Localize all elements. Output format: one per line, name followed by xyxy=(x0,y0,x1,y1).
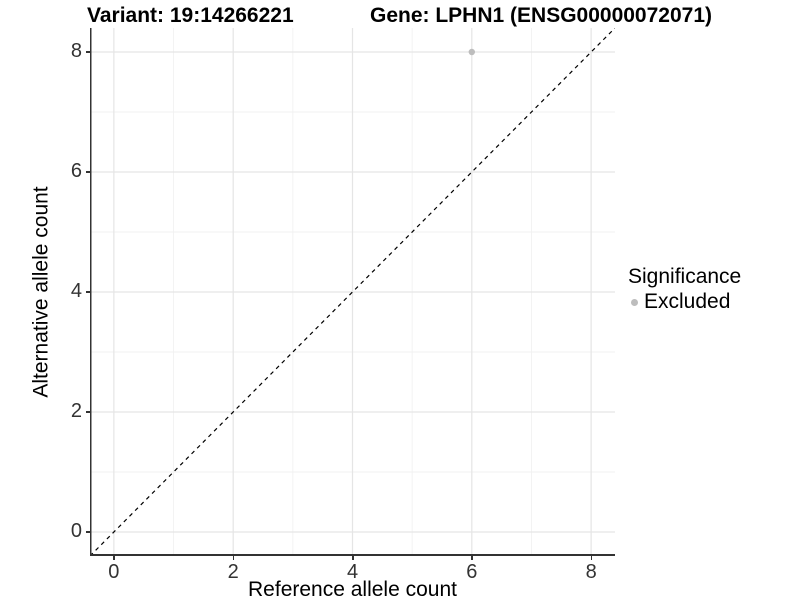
x-tick-label: 4 xyxy=(346,561,359,583)
y-tick-mark xyxy=(86,171,90,173)
legend: Significance Excluded xyxy=(628,265,741,314)
x-tick-label: 2 xyxy=(227,561,239,583)
y-tick-mark xyxy=(86,411,90,413)
y-tick-mark xyxy=(86,531,90,533)
plot-title-variant: Variant: 19:14266221 xyxy=(87,4,294,27)
x-tick-mark xyxy=(113,556,115,560)
y-tick-mark xyxy=(86,291,90,293)
y-tick-label: 8 xyxy=(70,40,82,62)
legend-item-label: Excluded xyxy=(644,290,731,313)
y-tick-label: 0 xyxy=(70,520,82,542)
legend-title: Significance xyxy=(628,265,742,288)
y-tick-label: 2 xyxy=(70,400,82,422)
data-point xyxy=(468,48,476,56)
y-tick-label: 6 xyxy=(70,160,82,182)
x-tick-mark xyxy=(352,556,354,560)
plot-panel xyxy=(90,28,615,556)
x-tick-label: 6 xyxy=(466,561,478,583)
x-axis-title: Reference allele count xyxy=(248,578,457,600)
legend-point-icon xyxy=(631,298,638,306)
legend-item: Excluded xyxy=(628,290,741,314)
legend-items: Excluded xyxy=(628,290,741,314)
y-tick-mark xyxy=(86,51,90,53)
x-tick-label: 0 xyxy=(108,561,120,583)
x-tick-mark xyxy=(471,556,473,560)
x-tick-mark xyxy=(232,556,235,560)
plot-title-gene: Gene: LPHN1 (ENSG00000072071) xyxy=(370,4,712,27)
x-tick-label: 8 xyxy=(585,561,597,583)
x-tick-mark xyxy=(590,556,593,560)
y-tick-label: 4 xyxy=(70,280,82,302)
